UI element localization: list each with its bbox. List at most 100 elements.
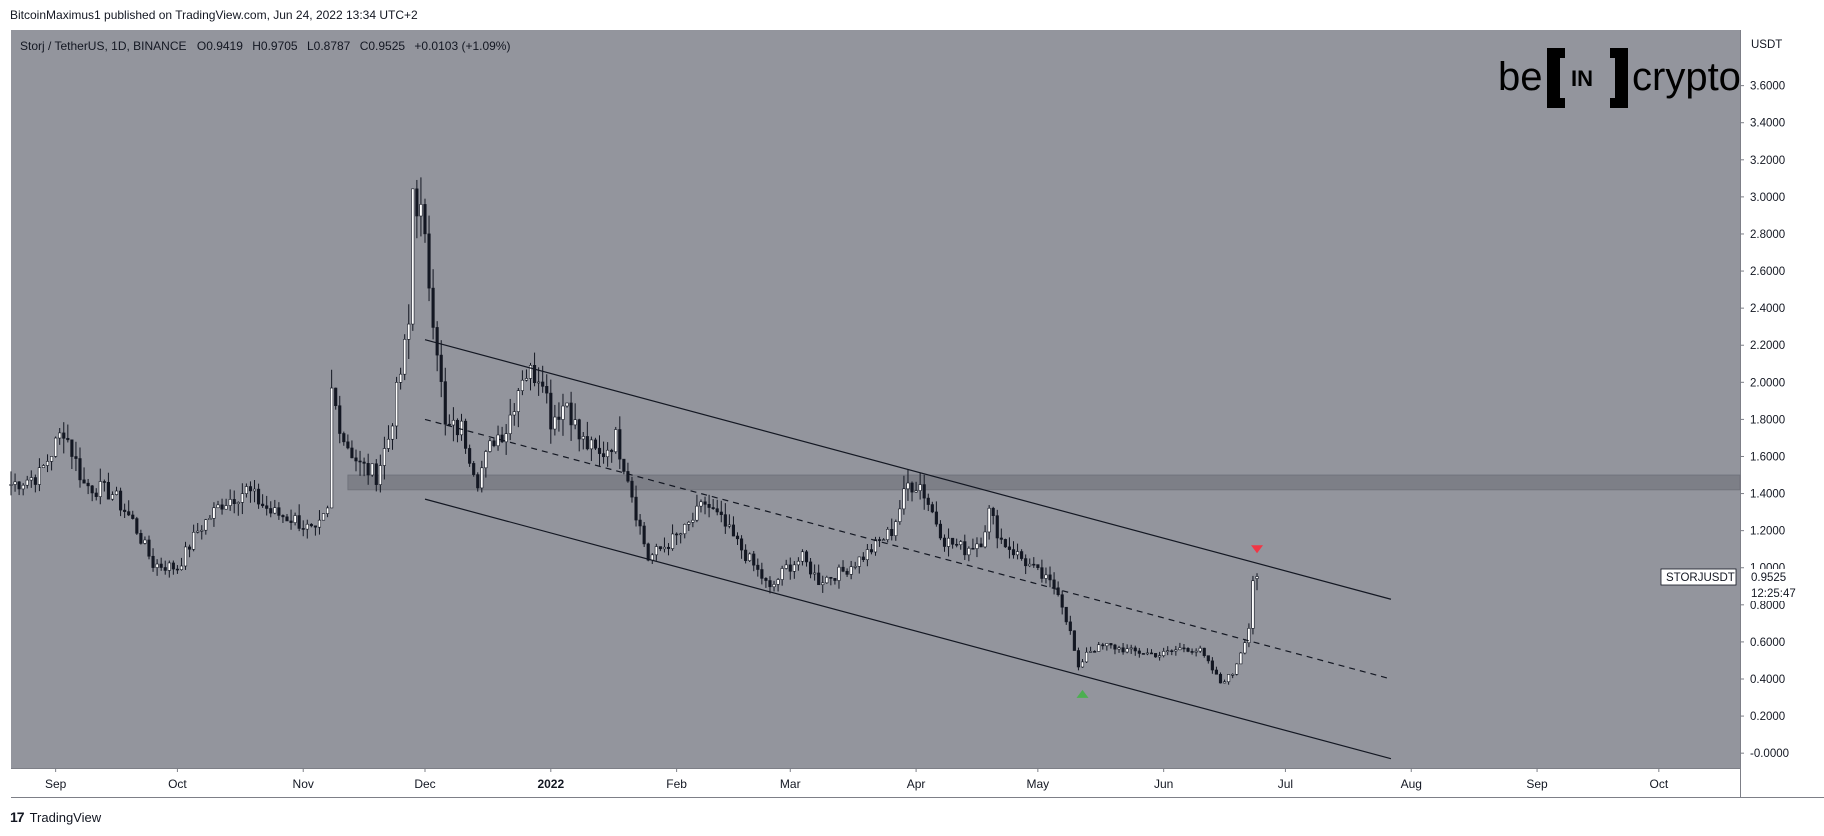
candle-body [1186, 648, 1190, 652]
candle-body [70, 439, 74, 457]
candle-body [882, 539, 886, 541]
candle-body [711, 507, 715, 509]
candle-body [62, 432, 66, 439]
candle-body [906, 482, 910, 490]
plot-area[interactable] [11, 30, 1740, 768]
candle-body [878, 539, 882, 541]
candle-body [683, 524, 687, 535]
candle-body [289, 520, 293, 523]
time-tick-label: Jun [1154, 777, 1173, 791]
candle-body [257, 488, 261, 505]
candle-body [638, 519, 642, 527]
candle-body [1182, 647, 1186, 650]
candle-body [675, 533, 679, 536]
candle-body [37, 467, 41, 485]
candle-body [561, 405, 565, 420]
tradingview-footer[interactable]: 17 TradingView [10, 809, 101, 825]
candle-body [1060, 594, 1064, 608]
logo-bracket-inner [1560, 58, 1615, 98]
candle-body [1003, 539, 1007, 548]
legend-open-label: O [197, 39, 206, 53]
red-arrow-down-marker [1251, 545, 1264, 554]
candle-body [1149, 652, 1154, 655]
candle-body [865, 549, 869, 560]
candle-body [861, 556, 865, 560]
price-tick-label: 0.2000 [1750, 711, 1785, 723]
candle-body [273, 507, 277, 514]
candle-body [626, 471, 630, 482]
candle-body [1235, 663, 1239, 675]
candle-body [788, 564, 792, 572]
candle-body [1048, 574, 1052, 581]
candle-body [804, 551, 809, 563]
resistance-zone[interactable] [347, 474, 1741, 491]
candle-body [285, 516, 289, 522]
price-axis[interactable] [1740, 30, 1824, 768]
price-tick-label: 3.2000 [1750, 155, 1785, 167]
candle-body [90, 485, 94, 494]
legend-symbol: Storj / TetherUS, 1D, BINANCE [20, 39, 187, 53]
price-tick-label: 0.8000 [1750, 600, 1785, 612]
candle-body [1231, 674, 1235, 676]
candle-body [1089, 651, 1093, 653]
candle-body [1052, 579, 1056, 589]
candle-body [922, 484, 926, 499]
channel-middle-line[interactable] [424, 418, 1392, 680]
candle-body [447, 423, 451, 426]
candle-body [727, 524, 731, 527]
candle-body [585, 436, 589, 450]
candles-layer[interactable] [9, 177, 1259, 685]
legend-open-value: 0.9419 [206, 39, 243, 53]
channel-lower-line[interactable] [424, 498, 1392, 760]
candle-body [163, 567, 167, 571]
candle-body [204, 519, 208, 531]
candle-body [845, 570, 849, 575]
candle-body [439, 354, 443, 382]
candle-body [1129, 647, 1133, 650]
price-tick-label: 1.4000 [1750, 489, 1785, 501]
channel-upper-line[interactable] [424, 339, 1392, 600]
candle-body [930, 504, 934, 513]
candle-body [602, 453, 606, 458]
candle-body [646, 543, 650, 561]
legend-low-value: 0.8787 [314, 39, 351, 53]
candle-body [1020, 551, 1024, 559]
time-axis[interactable] [11, 768, 1740, 797]
candle-body [764, 578, 768, 581]
candle-body [817, 572, 821, 586]
legend-high-label: H [252, 39, 261, 53]
candle-body [468, 448, 472, 464]
time-tick-label: Sep [45, 777, 67, 791]
time-tick-label: Sep [1526, 777, 1548, 791]
candle-body [537, 381, 541, 384]
publisher-line: BitcoinMaximus1 published on TradingView… [10, 8, 418, 22]
ticker-label: STORJUSDT [1666, 572, 1735, 584]
price-tick-label: 1.2000 [1750, 526, 1785, 538]
price-tick-label: 0.6000 [1750, 637, 1785, 649]
price-tick-label: 2.2000 [1750, 340, 1785, 352]
price-tick-label: 0.4000 [1750, 674, 1785, 686]
candle-body [171, 562, 175, 570]
candle-body [946, 537, 951, 547]
candle-body [411, 188, 415, 325]
candle-body [1198, 647, 1202, 652]
candle-body [784, 564, 788, 569]
candle-body [29, 477, 33, 481]
candle-body [362, 461, 366, 464]
candle-body [634, 496, 638, 521]
candle-body [13, 481, 17, 485]
candle-body [1162, 651, 1166, 656]
candle-body [987, 507, 991, 533]
candle-body [135, 518, 139, 534]
time-tick-label: Nov [293, 777, 314, 791]
candle-body [1007, 546, 1011, 550]
candle-body [545, 386, 549, 394]
candle-body [833, 578, 837, 581]
candle-body [496, 434, 500, 447]
candle-body [102, 481, 106, 483]
candle-body [281, 515, 285, 518]
time-tick-label: May [1027, 777, 1050, 791]
candle-body [216, 504, 220, 509]
candle-body [1170, 650, 1174, 653]
